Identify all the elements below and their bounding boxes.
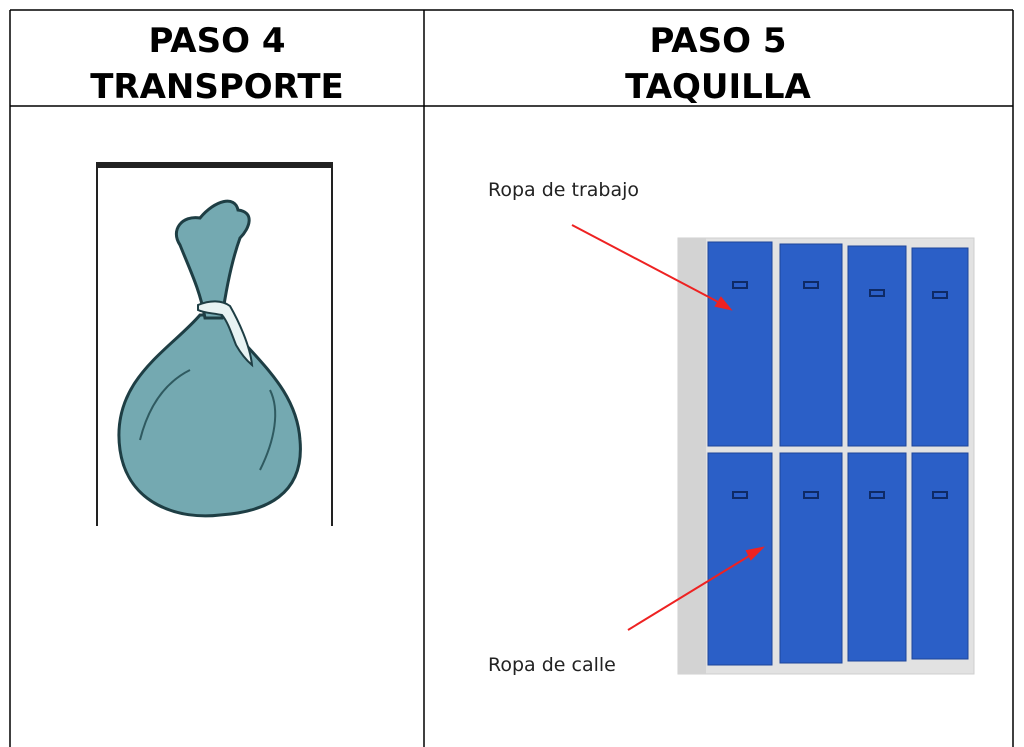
header-line: PASO 4 bbox=[149, 21, 286, 61]
locker-illustration bbox=[571, 224, 975, 675]
table-grid bbox=[9, 9, 1014, 747]
header-line: PASO 5 bbox=[650, 21, 787, 61]
bag-illustration bbox=[96, 162, 333, 526]
header-line: TRANSPORTE bbox=[90, 67, 344, 107]
locker-label: Ropa de trabajo bbox=[488, 179, 639, 201]
header-line: TAQUILLA bbox=[625, 67, 811, 107]
locker-label: Ropa de calle bbox=[488, 654, 616, 676]
